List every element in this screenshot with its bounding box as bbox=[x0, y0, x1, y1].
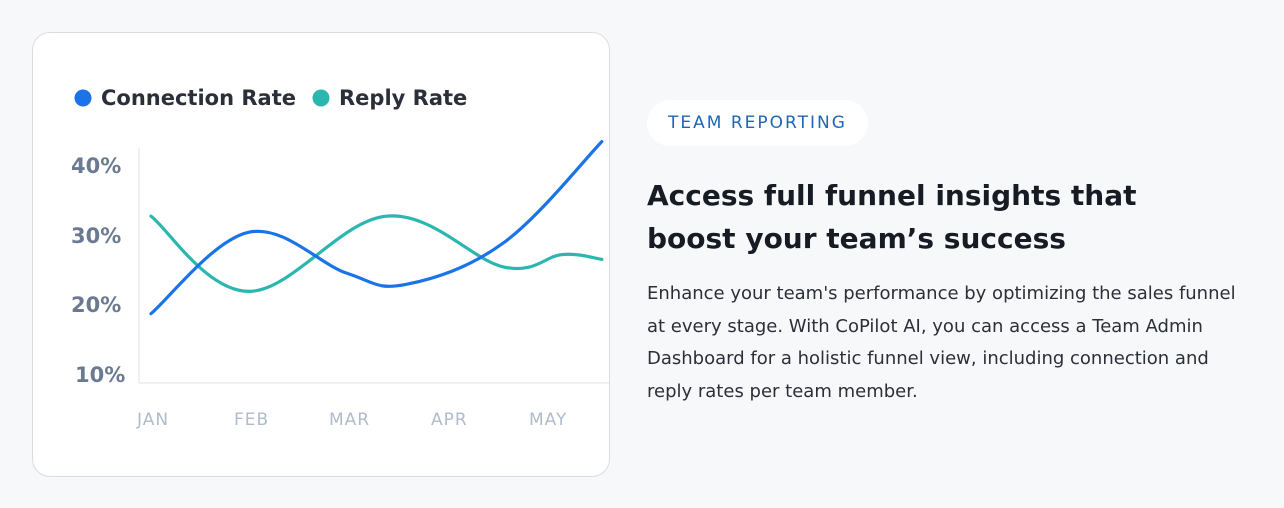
info-panel: TEAM REPORTING Access full funnel insigh… bbox=[647, 100, 1247, 408]
y-tick-label: 40% bbox=[71, 154, 121, 178]
section-description: Enhance your team's performance by optim… bbox=[647, 283, 1236, 402]
line-chart: Connection Rate Reply Rate 40% 30% 20% 1… bbox=[71, 86, 609, 430]
chart-card: Connection Rate Reply Rate 40% 30% 20% 1… bbox=[32, 32, 610, 477]
y-tick-label: 20% bbox=[71, 293, 121, 317]
legend-dot-reply-rate bbox=[312, 89, 330, 107]
series-line-connection-rate bbox=[149, 140, 604, 316]
section-badge: TEAM REPORTING bbox=[647, 100, 868, 146]
x-tick-label: MAY bbox=[529, 410, 567, 430]
y-tick-label: 30% bbox=[71, 224, 121, 248]
x-tick-label: MAR bbox=[329, 410, 370, 430]
section-headline: Access full funnel insights that boost y… bbox=[647, 179, 1137, 255]
legend-dot-connection-rate bbox=[74, 89, 92, 107]
x-tick-label: FEB bbox=[234, 410, 269, 430]
x-tick-label: APR bbox=[431, 410, 468, 430]
legend-label-connection-rate: Connection Rate bbox=[101, 86, 296, 110]
series-line-reply-rate bbox=[149, 214, 604, 294]
y-tick-label: 10% bbox=[75, 363, 125, 387]
legend-label-reply-rate: Reply Rate bbox=[339, 86, 467, 110]
x-tick-label: JAN bbox=[136, 410, 169, 430]
